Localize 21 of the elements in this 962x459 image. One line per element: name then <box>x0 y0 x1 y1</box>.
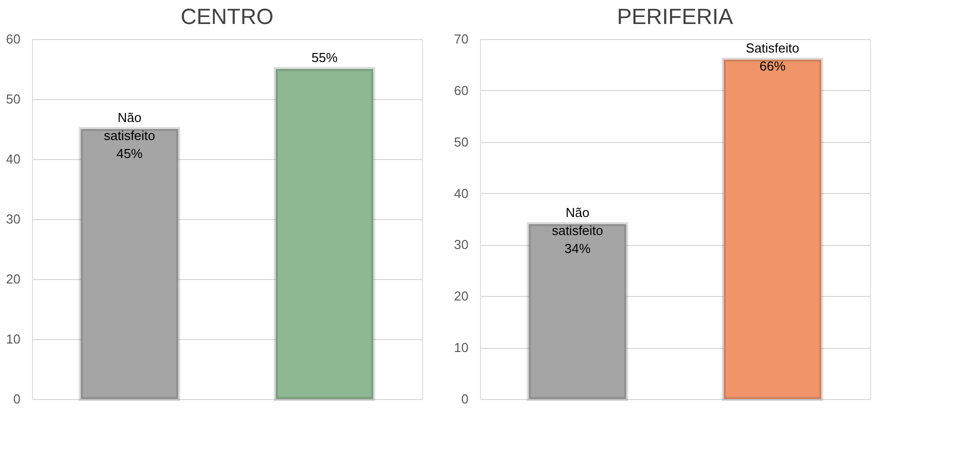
y-tick-label: 60 <box>454 82 468 98</box>
data-label: Satisfeito 66% <box>746 40 800 74</box>
y-tick-label: 50 <box>454 134 468 150</box>
y-tick-label: 40 <box>6 152 20 166</box>
data-label: 55% <box>311 50 338 65</box>
y-tick-label: 10 <box>454 340 468 356</box>
y-tick-label: 60 <box>6 32 20 46</box>
y-tick-label: 40 <box>454 186 468 201</box>
data-label: Não satisfeito 45% <box>104 110 156 161</box>
y-tick-label: 30 <box>6 212 20 226</box>
y-tick-label: 70 <box>454 32 468 46</box>
y-tick-label: 50 <box>6 92 20 106</box>
y-tick-label: 20 <box>6 272 20 286</box>
y-tick-label: 0 <box>461 392 468 406</box>
y-tick-label: 30 <box>454 237 468 252</box>
chart-title: CENTRO <box>180 4 274 29</box>
data-label: Não satisfeito 34% <box>552 205 604 256</box>
y-tick-label: 10 <box>6 332 20 346</box>
chart-title: PERIFERIA <box>616 4 734 29</box>
y-tick-label: 20 <box>454 288 468 304</box>
y-tick-label: 0 <box>13 392 20 406</box>
